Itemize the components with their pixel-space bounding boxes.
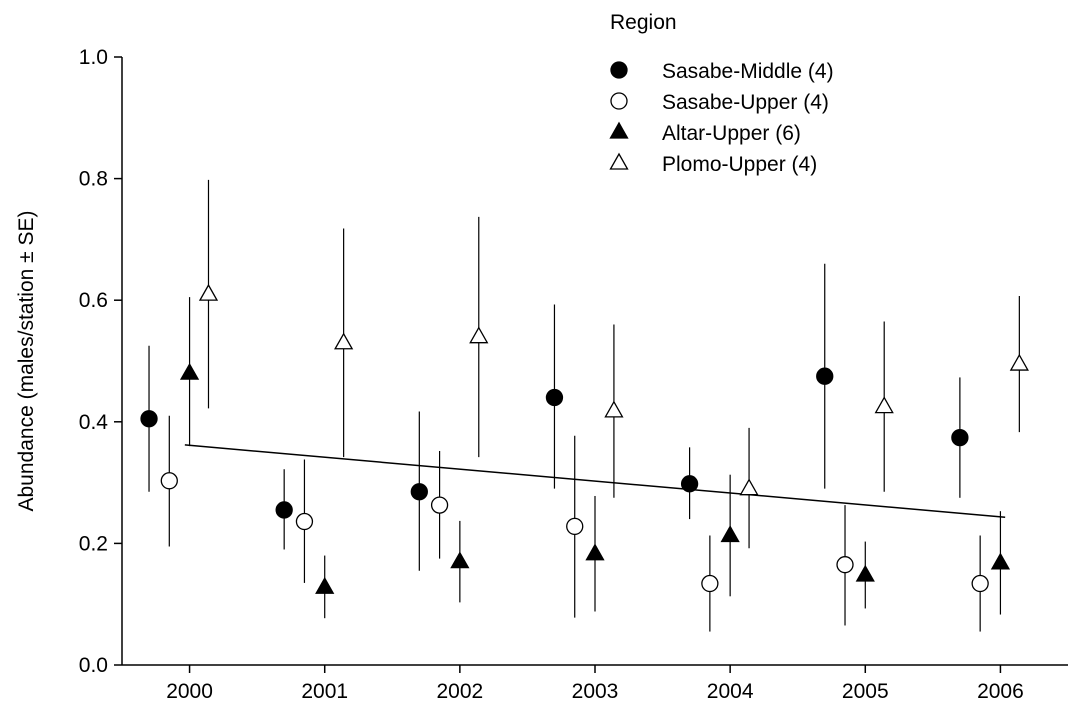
point-sasabe-middle: [140, 410, 158, 428]
y-axis-title: Abundance (males/station ± SE): [15, 210, 38, 511]
x-tick-label: 2006: [977, 680, 1024, 703]
point-altar-upper: [315, 576, 335, 594]
point-sasabe-middle: [410, 483, 428, 501]
point-sasabe-upper: [701, 574, 719, 593]
x-tick-label: 2003: [572, 680, 619, 703]
y-tick-label: 0.6: [79, 289, 108, 312]
point-altar-upper: [720, 525, 740, 543]
series-altar-upper: [179, 362, 1011, 594]
point-plomo-upper: [604, 400, 624, 418]
point-altar-upper: [855, 564, 875, 582]
point-sasabe-middle: [680, 475, 699, 493]
series-sasabe-upper: [160, 472, 989, 593]
point-sasabe-upper: [566, 517, 584, 536]
point-sasabe-upper: [971, 574, 989, 593]
legend-item-sasabe-middle: Sasabe-Middle (4): [610, 60, 834, 83]
point-sasabe-middle: [816, 367, 834, 385]
point-altar-upper: [450, 551, 470, 569]
point-plomo-upper: [1009, 353, 1029, 371]
legend-label: Altar-Upper (6): [662, 122, 801, 145]
legend-label: Sasabe-Upper (4): [662, 91, 829, 114]
x-tick-label: 2001: [301, 680, 348, 703]
legend: Region Sasabe-Middle (4) Sasabe-Upper (4)…: [609, 11, 834, 176]
series-plomo-upper: [198, 283, 1029, 496]
x-tick-label: 2005: [842, 680, 889, 703]
data-points: [140, 283, 1029, 594]
point-plomo-upper: [334, 332, 354, 350]
trend-layer: [184, 444, 1006, 519]
legend-item-altar-upper: Altar-Upper (6): [609, 121, 801, 145]
legend-marker-sasabe-middle: [610, 61, 628, 79]
series-sasabe-middle: [140, 367, 969, 519]
point-plomo-upper: [469, 326, 489, 344]
point-sasabe-middle: [951, 428, 969, 447]
legend-label: Plomo-Upper (4): [662, 153, 817, 176]
y-tick-label: 1.0: [79, 46, 108, 69]
point-plomo-upper: [739, 478, 759, 496]
y-tick-label: 0.0: [79, 654, 108, 677]
point-sasabe-upper: [836, 556, 854, 574]
legend-marker-plomo-upper: [609, 152, 629, 170]
x-tick-label: 2002: [436, 680, 483, 703]
point-sasabe-upper: [160, 472, 178, 490]
legend-marker-sasabe-upper: [610, 92, 628, 110]
point-altar-upper: [179, 362, 200, 380]
point-sasabe-middle: [545, 388, 564, 407]
y-tick-label: 0.4: [79, 411, 109, 434]
point-sasabe-upper: [295, 512, 314, 531]
point-sasabe-middle: [275, 501, 293, 519]
x-tick-label: 2004: [707, 680, 754, 703]
point-altar-upper: [585, 543, 605, 561]
point-altar-upper: [990, 552, 1011, 570]
y-tick-label: 0.2: [79, 532, 108, 555]
point-plomo-upper: [874, 396, 894, 414]
legend-label: Sasabe-Middle (4): [662, 60, 834, 83]
legend-items: Sasabe-Middle (4) Sasabe-Upper (4) Altar-U…: [609, 60, 834, 176]
x-tick-label: 2000: [166, 680, 213, 703]
trend-line: [184, 444, 1006, 519]
legend-title: Region: [610, 11, 677, 34]
legend-marker-altar-upper: [609, 121, 629, 139]
y-tick-label: 0.8: [79, 168, 108, 191]
point-plomo-upper: [198, 283, 219, 301]
legend-item-sasabe-upper: Sasabe-Upper (4): [610, 91, 829, 114]
x-ticks: 2000 2001 2002 2003 2004 2005 2006: [166, 665, 1024, 703]
point-sasabe-upper: [430, 496, 449, 514]
y-ticks: 0.0 0.2 0.4 0.6 0.8 1.0: [79, 46, 122, 677]
legend-item-plomo-upper: Plomo-Upper (4): [609, 152, 817, 176]
